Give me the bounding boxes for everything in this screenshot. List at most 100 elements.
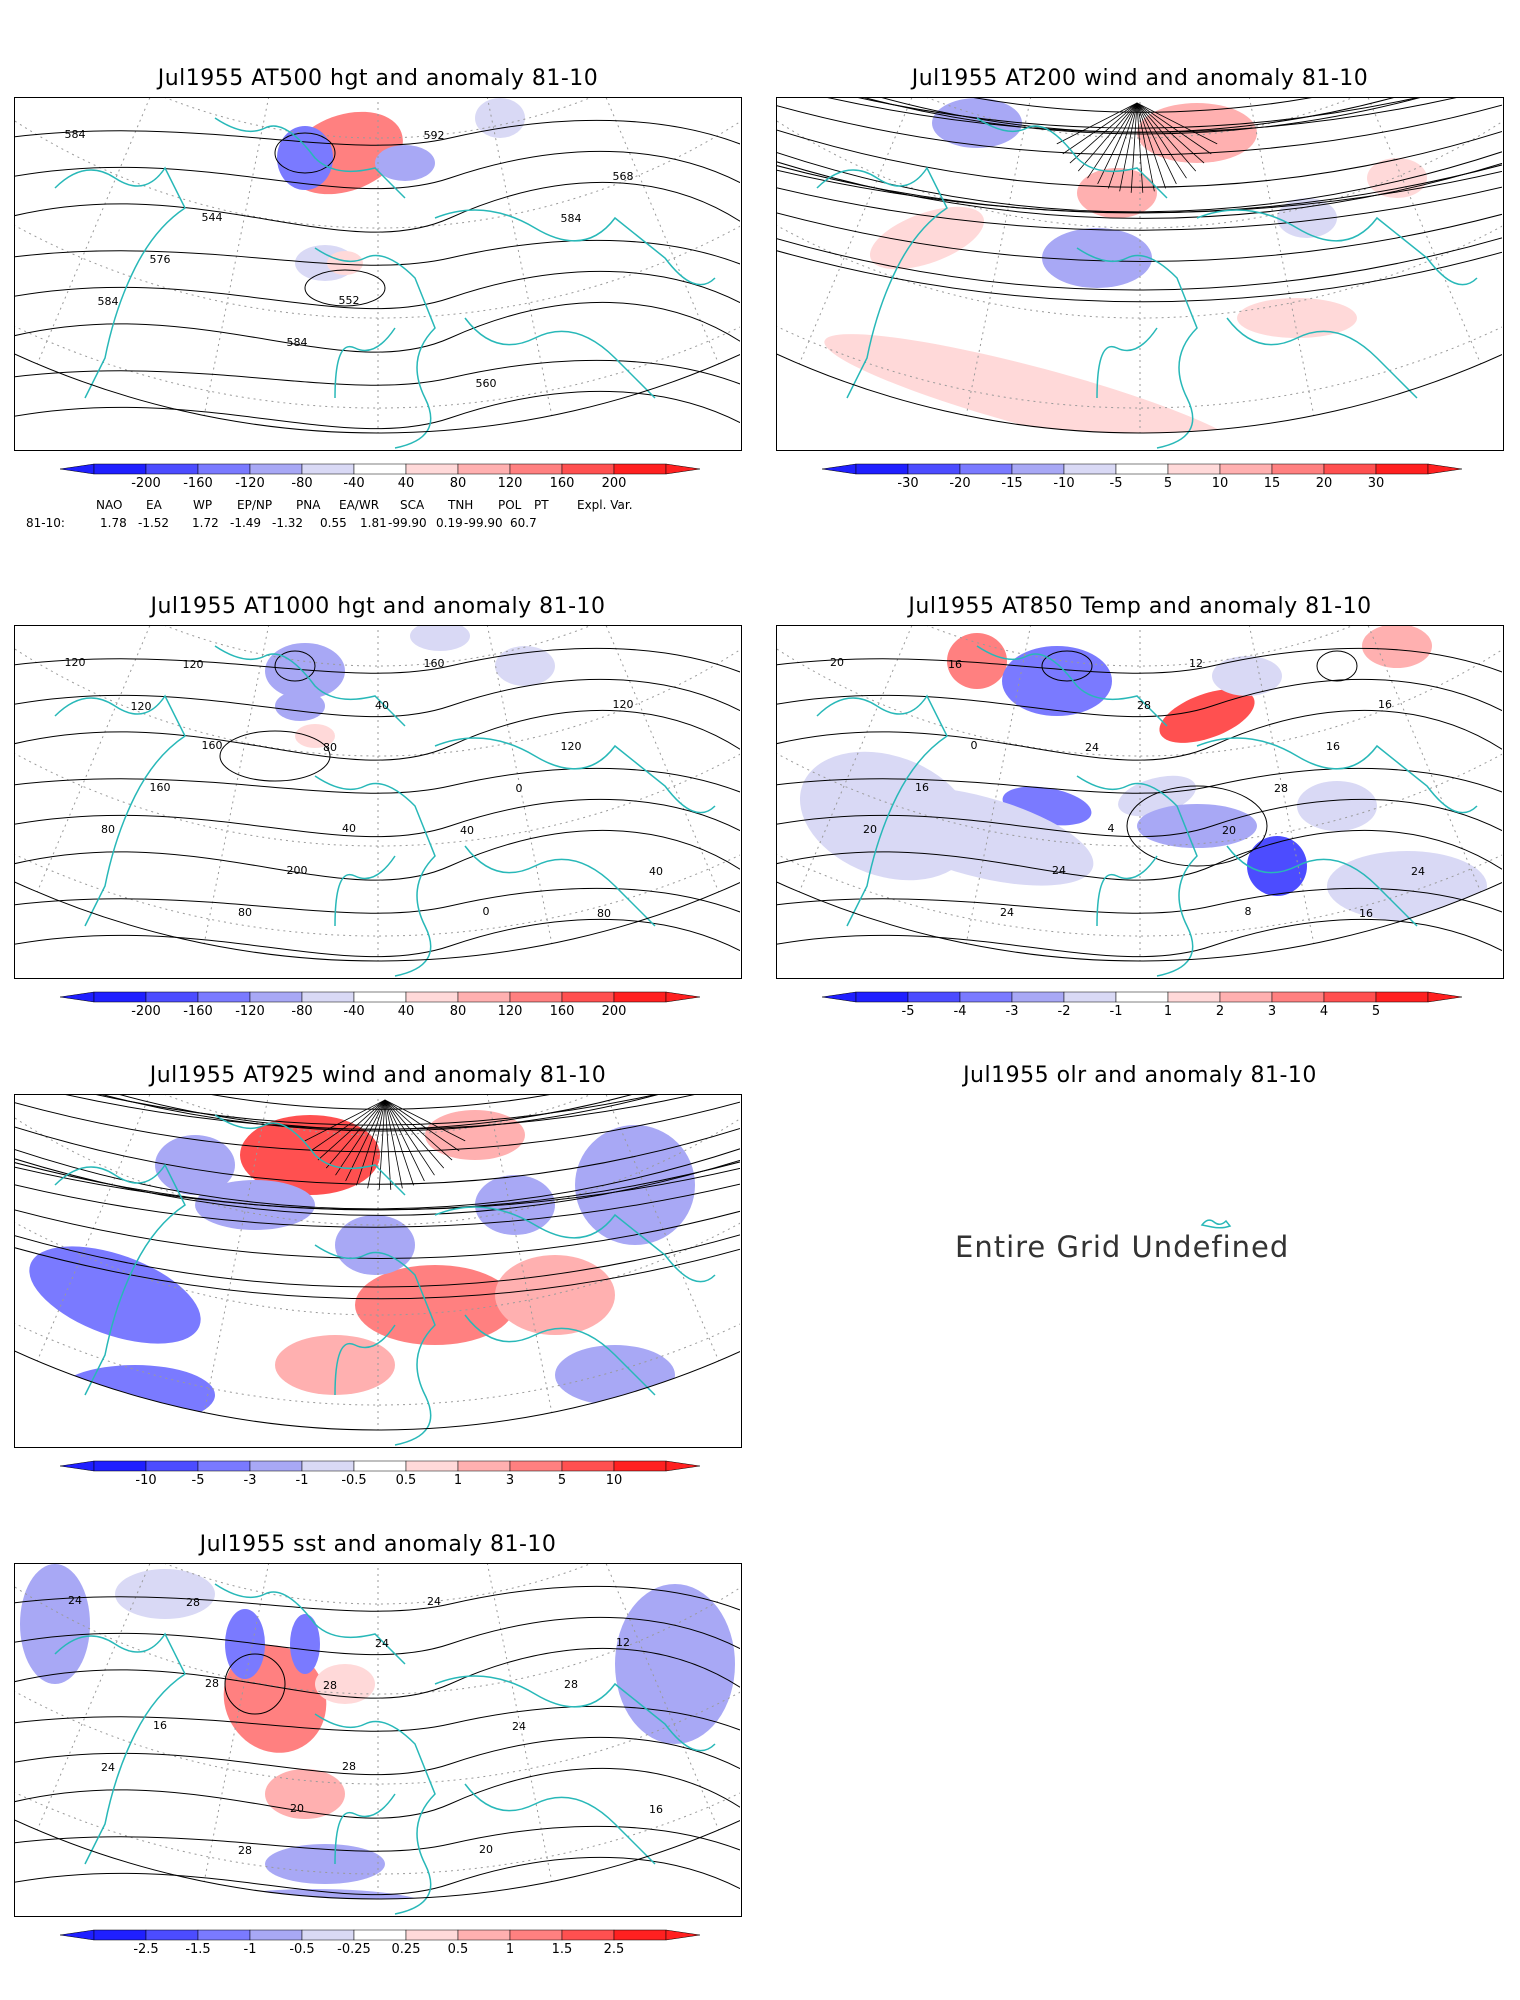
colorbar-segment — [457, 1929, 511, 1941]
colorbar-segment — [1167, 463, 1221, 475]
coastline-2 — [1076, 775, 1198, 977]
colorbar-segment — [1011, 991, 1065, 1003]
closed-contour — [224, 1653, 286, 1715]
colorbar-segment — [457, 991, 511, 1003]
meridian-line — [203, 1095, 276, 1413]
meridian-line — [480, 626, 553, 944]
meridian-line — [580, 626, 720, 893]
contour-label: 40 — [375, 699, 389, 712]
anomaly-patch-3 — [425, 1110, 525, 1160]
colorbar-tick-label: -120 — [235, 476, 265, 491]
colorbar-tick-label: -80 — [291, 1004, 313, 1019]
colorbar-arrow-right — [1427, 991, 1463, 1003]
anomaly-patch-6 — [29, 1246, 201, 1344]
coastline-2 — [1076, 247, 1198, 449]
colorbar-tick-label: -10 — [1053, 476, 1075, 491]
colorbar-tick-label: -0.5 — [289, 1942, 315, 1957]
contour-label: 160 — [202, 739, 223, 752]
colorbar-segment — [93, 1929, 147, 1941]
meridian-line — [965, 98, 1038, 416]
streamline — [335, 1099, 386, 1176]
contour-line — [777, 829, 1502, 881]
contour-label: 24 — [512, 1720, 526, 1733]
colorbar-segment — [301, 991, 355, 1003]
colorbar-segment — [405, 991, 459, 1003]
contour-line — [15, 709, 740, 761]
streamline — [384, 1099, 460, 1152]
streamline — [367, 1099, 386, 1189]
streamline — [1136, 102, 1177, 185]
meridian-line — [580, 1095, 720, 1362]
meridian-line — [1342, 626, 1482, 893]
contour-label: 80 — [238, 906, 252, 919]
meridian-line — [480, 1564, 553, 1882]
colorbar-tick-label: 2 — [1215, 1004, 1225, 1019]
colorbar-arrow-right — [665, 991, 701, 1003]
anomaly-patch-4 — [1277, 198, 1337, 238]
colorbar-segment — [353, 991, 407, 1003]
meridian-line — [580, 98, 720, 365]
closed-contour — [219, 730, 331, 782]
colorbar-tick-label: 10 — [605, 1473, 623, 1488]
colorbar-segment — [405, 1929, 459, 1941]
coastline-0 — [816, 694, 948, 927]
colorbar-segment — [457, 463, 511, 475]
coastline-0 — [54, 166, 186, 399]
contour-line — [15, 887, 740, 917]
colorbar-segment — [561, 1929, 615, 1941]
meridian-line — [203, 626, 276, 944]
contour-label: 24 — [1052, 864, 1066, 877]
contour-line — [15, 678, 740, 718]
anomaly-patch-4 — [1362, 626, 1432, 668]
colorbar-tick-label: 0.5 — [447, 1942, 469, 1957]
colorbar-segment — [353, 1929, 407, 1941]
colorbar-arrow-right — [665, 1460, 701, 1472]
streamline — [304, 1099, 386, 1142]
colorbar-tick-label: 1 — [453, 1473, 463, 1488]
colorbar-segment — [561, 463, 615, 475]
coastline-0 — [54, 1163, 186, 1396]
coastline-4 — [464, 1783, 656, 1865]
colorbar-tick-label: 160 — [549, 476, 575, 491]
meridian-line — [36, 1095, 176, 1362]
streamline — [1069, 102, 1138, 164]
coastline-3 — [434, 737, 716, 814]
colorbar-arrow-right — [1427, 463, 1463, 475]
streamline — [1056, 102, 1138, 145]
colorbar-segment — [249, 991, 303, 1003]
anomaly-patch-9 — [315, 1664, 375, 1704]
contour-label: 584 — [561, 212, 582, 225]
contour-label: 12 — [616, 1636, 630, 1649]
colorbar-segment — [509, 1929, 563, 1941]
map-at925-wind — [14, 1094, 742, 1448]
colorbar-tick-label: -15 — [1001, 476, 1023, 491]
contour-line — [15, 1095, 740, 1130]
anomaly-patch-7 — [355, 1265, 515, 1345]
colorbar-arrow-left — [821, 463, 857, 475]
colorbar-tick-label: -20 — [949, 476, 971, 491]
streamline — [384, 1099, 453, 1161]
colorbar-segment — [509, 463, 563, 475]
colorbar-segment — [1323, 463, 1377, 475]
contour-line — [777, 98, 1502, 219]
streamline — [1136, 102, 1166, 189]
contour-label: 24 — [1000, 906, 1014, 919]
contour-label: 560 — [476, 377, 497, 390]
meridian-line — [480, 1095, 553, 1413]
coastline-2 — [314, 1244, 436, 1446]
colorbar-tick-label: -5 — [1109, 476, 1123, 491]
panel-title-at500: Jul1955 AT500 hgt and anomaly 81-10 — [157, 66, 599, 91]
contour-line — [777, 678, 1502, 718]
colorbar-segment — [613, 1929, 667, 1941]
colorbar-segment — [249, 1460, 303, 1472]
colorbar-segment — [197, 463, 251, 475]
colorbar-segment — [613, 463, 667, 475]
colorbar-segment — [1063, 463, 1117, 475]
streamline — [1136, 102, 1187, 179]
closed-contour — [274, 132, 336, 174]
olr-undefined-message: Entire Grid Undefined — [955, 1230, 1290, 1264]
colorbar-segment — [249, 463, 303, 475]
streamline — [1087, 102, 1138, 179]
streamline — [384, 1099, 403, 1189]
contour-label: 16 — [915, 781, 929, 794]
